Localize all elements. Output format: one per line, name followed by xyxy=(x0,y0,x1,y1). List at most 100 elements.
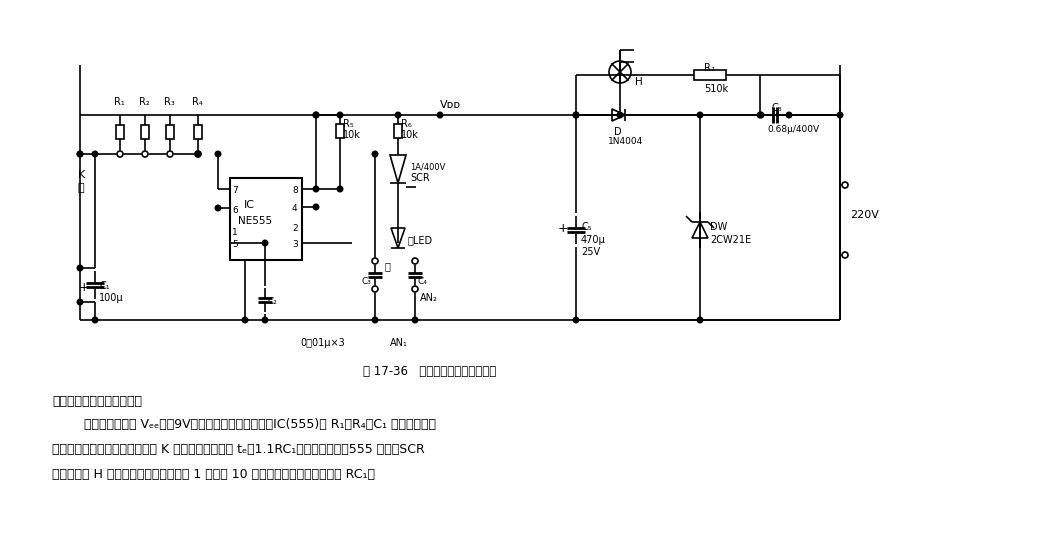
Circle shape xyxy=(215,205,221,211)
Circle shape xyxy=(337,112,343,118)
Text: NE555: NE555 xyxy=(238,216,272,226)
Text: IC: IC xyxy=(244,200,254,210)
Circle shape xyxy=(314,186,319,192)
Circle shape xyxy=(142,151,148,157)
Bar xyxy=(142,125,149,139)
Circle shape xyxy=(573,317,579,323)
Text: 图 17-36   可变延时照明自息灯电路: 图 17-36 可变延时照明自息灯电路 xyxy=(363,365,496,378)
Text: 7: 7 xyxy=(232,186,238,195)
Text: SCR: SCR xyxy=(410,173,430,183)
Circle shape xyxy=(757,112,762,118)
Text: C₁: C₁ xyxy=(99,281,110,291)
Circle shape xyxy=(842,182,848,188)
Circle shape xyxy=(395,112,401,118)
Text: 关: 关 xyxy=(385,261,391,271)
Bar xyxy=(166,125,174,139)
Text: D: D xyxy=(614,127,622,137)
Circle shape xyxy=(697,112,703,118)
Circle shape xyxy=(437,112,442,118)
Circle shape xyxy=(77,265,82,271)
Text: AN₂: AN₂ xyxy=(420,293,438,303)
Text: 走廊等公共场合的照明灯。: 走廊等公共场合的照明灯。 xyxy=(52,395,142,408)
Circle shape xyxy=(372,258,378,264)
Text: H: H xyxy=(635,77,643,87)
Circle shape xyxy=(412,286,418,292)
Text: 关: 关 xyxy=(78,183,84,193)
Text: 470μ: 470μ xyxy=(581,235,606,245)
Text: +: + xyxy=(79,281,90,294)
Text: 2CW21E: 2CW21E xyxy=(710,235,751,245)
Bar xyxy=(194,125,202,139)
Bar xyxy=(230,178,302,260)
Text: R₇: R₇ xyxy=(704,63,715,73)
Circle shape xyxy=(412,317,418,323)
Text: 25V: 25V xyxy=(581,247,600,257)
Circle shape xyxy=(573,112,579,118)
Text: 510k: 510k xyxy=(704,84,729,94)
Circle shape xyxy=(77,299,82,305)
Text: R₆: R₆ xyxy=(401,119,412,129)
Text: 220V: 220V xyxy=(850,210,879,220)
Text: 3: 3 xyxy=(293,240,298,249)
Text: AN₁: AN₁ xyxy=(390,338,408,348)
Text: +: + xyxy=(558,222,568,235)
Circle shape xyxy=(314,204,319,210)
Circle shape xyxy=(837,112,843,118)
Text: 0.68μ/400V: 0.68μ/400V xyxy=(767,125,819,134)
Circle shape xyxy=(372,151,378,157)
Circle shape xyxy=(617,112,623,118)
Text: C₄: C₄ xyxy=(418,277,428,286)
Circle shape xyxy=(262,317,268,323)
Circle shape xyxy=(372,317,378,323)
Circle shape xyxy=(195,151,201,157)
Bar xyxy=(694,70,727,80)
Text: R₅: R₅ xyxy=(343,119,354,129)
Circle shape xyxy=(697,317,703,323)
Text: 1: 1 xyxy=(232,228,238,237)
Text: 6: 6 xyxy=(232,206,238,215)
Circle shape xyxy=(412,258,418,264)
Text: R₄: R₄ xyxy=(192,97,203,107)
Text: C₃: C₃ xyxy=(361,277,371,286)
Text: C₈: C₈ xyxy=(772,103,782,113)
Text: C₅: C₅ xyxy=(581,222,591,232)
Text: 0．01μ×3: 0．01μ×3 xyxy=(300,338,344,348)
Text: 电路，单稳时间取决于定时开关 K 的位置。延迟时间 tₑ＝1.1RC₁。延迟时间到，555 复位，SCR: 电路，单稳时间取决于定时开关 K 的位置。延迟时间 tₑ＝1.1RC₁。延迟时间… xyxy=(52,443,425,456)
Circle shape xyxy=(167,151,173,157)
Bar xyxy=(116,125,124,139)
Circle shape xyxy=(92,151,98,157)
Text: 10k: 10k xyxy=(401,130,419,140)
Circle shape xyxy=(314,112,319,118)
Circle shape xyxy=(215,151,221,157)
Text: 降压整流电路的 Vₑₑ＝＋9V，供给控制器直流电压。IC(555)和 R₁～R₄、C₁ 组成开机延时: 降压整流电路的 Vₑₑ＝＋9V，供给控制器直流电压。IC(555)和 R₁～R₄… xyxy=(52,418,436,431)
Circle shape xyxy=(262,240,268,246)
Circle shape xyxy=(758,112,763,118)
Text: C₂: C₂ xyxy=(268,297,278,306)
Circle shape xyxy=(242,317,248,323)
Circle shape xyxy=(195,151,201,157)
Text: DW: DW xyxy=(710,222,728,232)
Text: 100μ: 100μ xyxy=(99,293,124,303)
Text: 10k: 10k xyxy=(343,130,361,140)
Text: 4: 4 xyxy=(293,204,298,213)
Text: 1A/400V: 1A/400V xyxy=(410,163,446,172)
Text: 5: 5 xyxy=(232,240,238,249)
Circle shape xyxy=(842,252,848,258)
Text: 2: 2 xyxy=(293,224,298,233)
Text: 8: 8 xyxy=(293,186,298,195)
Circle shape xyxy=(573,112,579,118)
Text: 1N4004: 1N4004 xyxy=(608,137,643,146)
Text: Vᴅᴅ: Vᴅᴅ xyxy=(440,100,461,110)
Text: 截止，灯泡 H 无电自息。延迟时间可取 1 分钟或 10 分钟不等，取决于时间常数 RC₁。: 截止，灯泡 H 无电自息。延迟时间可取 1 分钟或 10 分钟不等，取决于时间常… xyxy=(52,468,375,481)
Circle shape xyxy=(372,286,378,292)
Circle shape xyxy=(314,112,319,118)
Text: R₃: R₃ xyxy=(164,97,175,107)
Circle shape xyxy=(787,112,792,118)
Text: R₁: R₁ xyxy=(114,97,125,107)
Circle shape xyxy=(92,317,98,323)
Circle shape xyxy=(77,151,82,157)
Text: 开LED: 开LED xyxy=(408,235,433,245)
Bar xyxy=(394,124,402,138)
Text: K: K xyxy=(78,170,86,180)
Circle shape xyxy=(117,151,122,157)
